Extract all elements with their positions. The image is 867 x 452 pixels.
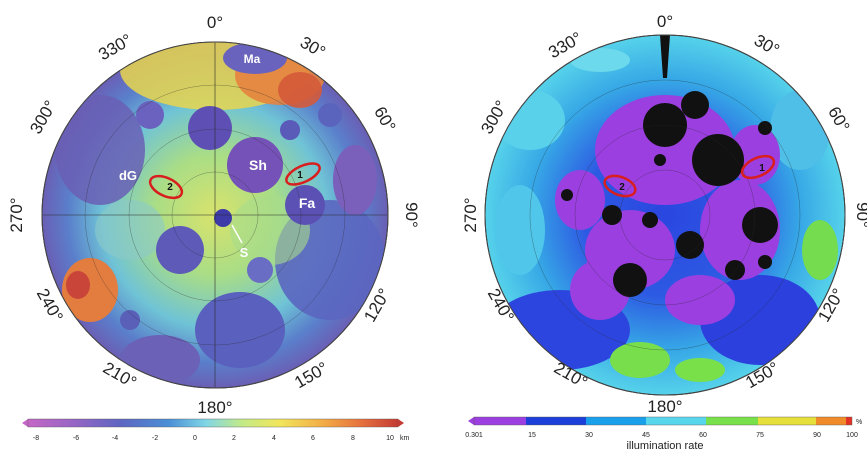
cb-right-tick: 60	[699, 432, 707, 439]
cb-right-tick: 30	[585, 432, 593, 439]
site-label-1: 1	[759, 163, 765, 174]
cb-right-tick: 0.301	[465, 432, 483, 439]
lon-label-180: 180°	[197, 398, 232, 417]
site-ellipse-2	[603, 174, 637, 198]
feature-label-sh: Sh	[249, 157, 267, 173]
illumination-map	[484, 34, 846, 396]
lon-label-270: 270°	[7, 197, 26, 232]
cb-left-tick: 0	[193, 435, 197, 442]
illumination-colorbar	[468, 416, 853, 426]
lon-label-90: 90°	[853, 202, 867, 228]
site-label-2: 2	[619, 182, 625, 193]
lon-label-30: 30°	[751, 31, 783, 60]
topography-colorbar-ticks: -8 -6 -4 -2 0 2 4 6 8 10 km	[33, 435, 410, 442]
cb-right-tick: 90	[813, 432, 821, 439]
cb-left-tick: 4	[272, 435, 276, 442]
feature-label-s: S	[240, 245, 249, 260]
lon-label-300: 300°	[26, 97, 60, 137]
site-ellipse-1	[740, 154, 776, 180]
cb-left-tick: 6	[311, 435, 315, 442]
cb-left-tick: -8	[33, 435, 39, 442]
lon-label-60: 60°	[824, 103, 853, 135]
illumination-colorbar-title: illumination rate	[626, 440, 703, 452]
feature-label-fa: Fa	[299, 195, 316, 211]
lon-label-60: 60°	[370, 103, 399, 135]
lon-label-90: 90°	[402, 202, 421, 228]
lon-label-330: 330°	[95, 30, 135, 64]
cb-right-tick: 75	[756, 432, 764, 439]
cb-left-unit: km	[400, 435, 410, 442]
lon-label-0: 0°	[207, 13, 223, 32]
lon-label-180: 180°	[647, 397, 682, 416]
cb-left-tick: -6	[73, 435, 79, 442]
cb-left-tick: 10	[386, 435, 394, 442]
lon-label-30: 30°	[297, 33, 329, 62]
illumination-colorbar-ticks: 0.301 15 30 45 60 75 90 100 %	[465, 419, 862, 439]
cb-left-tick: 8	[351, 435, 355, 442]
topography-map	[41, 41, 389, 389]
cb-right-unit: %	[856, 419, 862, 426]
cb-left-tick: -2	[152, 435, 158, 442]
cb-left-tick: 2	[232, 435, 236, 442]
feature-label-dg: dG	[119, 168, 137, 183]
cb-left-tick: -4	[112, 435, 118, 442]
site-label-2: 2	[167, 182, 173, 193]
cb-right-tick: 100	[846, 432, 858, 439]
site-ellipse-2	[148, 174, 184, 200]
cb-right-tick: 15	[528, 432, 536, 439]
lon-label-270: 270°	[461, 197, 480, 232]
feature-label-ma: Ma	[244, 52, 261, 66]
feature-arrow-s	[231, 224, 243, 244]
cb-right-tick: 45	[642, 432, 650, 439]
site-ellipse-1	[285, 162, 321, 186]
topography-colorbar	[22, 418, 404, 428]
site-label-1: 1	[297, 170, 303, 181]
lon-label-0: 0°	[657, 12, 673, 31]
